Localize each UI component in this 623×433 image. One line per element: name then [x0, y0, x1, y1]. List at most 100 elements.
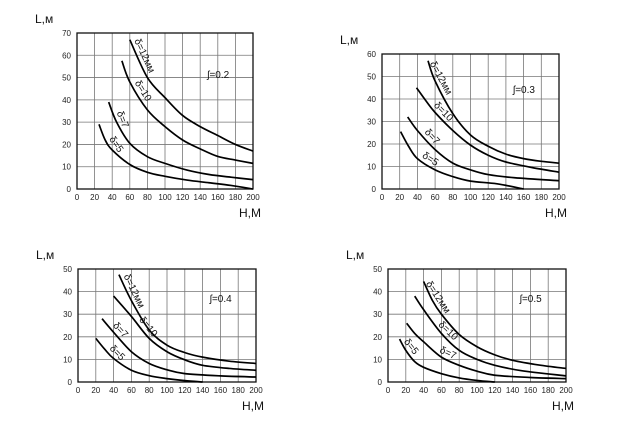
y-tick-label: 30: [367, 118, 376, 127]
y-tick-label: 50: [367, 73, 376, 82]
y-axis-label: L,м: [346, 248, 364, 262]
x-tick-label: 140: [194, 193, 208, 202]
curve-label: δ=5: [106, 135, 125, 156]
x-tick-label: 60: [127, 386, 136, 395]
curve-1: [121, 60, 254, 165]
x-tick-label: 120: [178, 386, 192, 395]
x-tick-label: 0: [75, 193, 80, 202]
friction-annotation: ʃ=0.2: [206, 70, 229, 81]
x-tick-label: 200: [552, 193, 566, 202]
y-axis-label: L,м: [36, 248, 54, 262]
curve-3: [399, 131, 524, 190]
y-tick-label: 40: [367, 95, 376, 104]
curve-2: [406, 322, 567, 380]
x-tick-label: 60: [437, 386, 446, 395]
subplot-4: 0 20 40 60 80 100 120 140 160 180 200 0 10 20 30 40 50 L,…: [346, 248, 574, 413]
y-tick-label: 10: [63, 355, 72, 364]
x-tick-label: 180: [542, 386, 556, 395]
plot-frame: [77, 268, 257, 383]
y-tick-label: 0: [67, 185, 72, 194]
x-tick-label: 120: [176, 193, 190, 202]
x-tick-label: 80: [145, 386, 154, 395]
curve-3: [95, 337, 203, 383]
x-tick-label: 100: [470, 386, 484, 395]
x-tick-label: 120: [482, 193, 496, 202]
curve-3: [98, 124, 254, 190]
x-tick-label: 160: [524, 386, 538, 395]
y-tick-label: 50: [373, 265, 382, 274]
x-tick-label: 180: [232, 386, 246, 395]
x-tick-label: 0: [76, 386, 81, 395]
y-tick-label: 0: [378, 378, 383, 387]
x-tick-label: 0: [380, 193, 385, 202]
x-tick-label: 20: [90, 193, 99, 202]
x-tick-label: 40: [419, 386, 428, 395]
curve-0: [422, 281, 567, 370]
y-tick-label: 0: [372, 185, 377, 194]
subplot-3: 0 20 40 60 80 100 120 140 160 180 200 0 10 20 30 40 50 L,…: [36, 248, 264, 413]
x-tick-label: 140: [196, 386, 210, 395]
x-tick-label: 200: [246, 193, 260, 202]
x-tick-label: 20: [395, 193, 404, 202]
y-tick-label: 30: [63, 310, 72, 319]
y-tick-label: 40: [373, 288, 382, 297]
subplot-1: 0 20 40 60 80 100 120 140 160 180 2000102030405060…: [35, 12, 261, 220]
y-tick-label: 20: [63, 333, 72, 342]
curve-0: [118, 274, 257, 365]
x-tick-label: 60: [431, 193, 440, 202]
x-tick-label: 100: [160, 386, 174, 395]
y-tick-label: 10: [373, 355, 382, 364]
curve-1: [415, 87, 560, 173]
y-tick-label: 40: [62, 96, 71, 105]
x-tick-label: 60: [125, 193, 134, 202]
x-axis-label: H,M: [545, 206, 567, 220]
curve-2: [406, 116, 560, 182]
x-tick-label: 180: [229, 193, 243, 202]
y-tick-label: 50: [62, 74, 71, 83]
y-axis-label: L,м: [35, 12, 53, 26]
curve-label: δ=12мм: [131, 37, 156, 75]
plot-frame: [381, 53, 560, 190]
x-tick-label: 120: [488, 386, 502, 395]
y-tick-label: 50: [63, 265, 72, 274]
x-tick-label: 160: [214, 386, 228, 395]
curve-0: [129, 39, 254, 152]
x-tick-label: 100: [158, 193, 172, 202]
friction-annotation: ʃ=0.5: [519, 294, 542, 305]
x-tick-label: 200: [559, 386, 573, 395]
curve-1: [413, 295, 567, 377]
curve-label: δ=5: [107, 343, 127, 363]
x-tick-label: 180: [535, 193, 549, 202]
x-axis-label: H,M: [239, 206, 261, 220]
friction-annotation: ʃ=0.4: [209, 294, 232, 305]
y-tick-label: 60: [367, 50, 376, 59]
y-tick-label: 10: [367, 163, 376, 172]
y-tick-label: 20: [367, 140, 376, 149]
y-tick-label: 0: [68, 378, 73, 387]
x-tick-label: 40: [109, 386, 118, 395]
x-tick-label: 40: [108, 193, 117, 202]
plot-frame: [387, 268, 567, 383]
x-tick-label: 140: [499, 193, 513, 202]
x-tick-label: 80: [448, 193, 457, 202]
curve-label: δ=5: [401, 337, 420, 357]
x-tick-label: 100: [464, 193, 478, 202]
curve-1: [112, 295, 257, 372]
y-tick-label: 30: [373, 310, 382, 319]
y-tick-label: 20: [62, 140, 71, 149]
curve-label: δ=7: [114, 110, 131, 130]
x-tick-label: 80: [455, 386, 464, 395]
x-tick-label: 20: [91, 386, 100, 395]
y-axis-label: L,м: [340, 33, 358, 47]
curve-2: [107, 101, 254, 181]
subplot-2: 0 20 40 60 80 100 120 140 160 180 200 0 10 20 30 40 50 60…: [340, 33, 567, 220]
x-tick-label: 140: [506, 386, 520, 395]
curve-2: [101, 318, 257, 378]
y-tick-label: 10: [62, 163, 71, 172]
x-axis-label: H,M: [552, 399, 574, 413]
y-tick-label: 40: [63, 288, 72, 297]
x-tick-label: 0: [386, 386, 391, 395]
x-tick-label: 40: [413, 193, 422, 202]
x-tick-label: 80: [143, 193, 152, 202]
